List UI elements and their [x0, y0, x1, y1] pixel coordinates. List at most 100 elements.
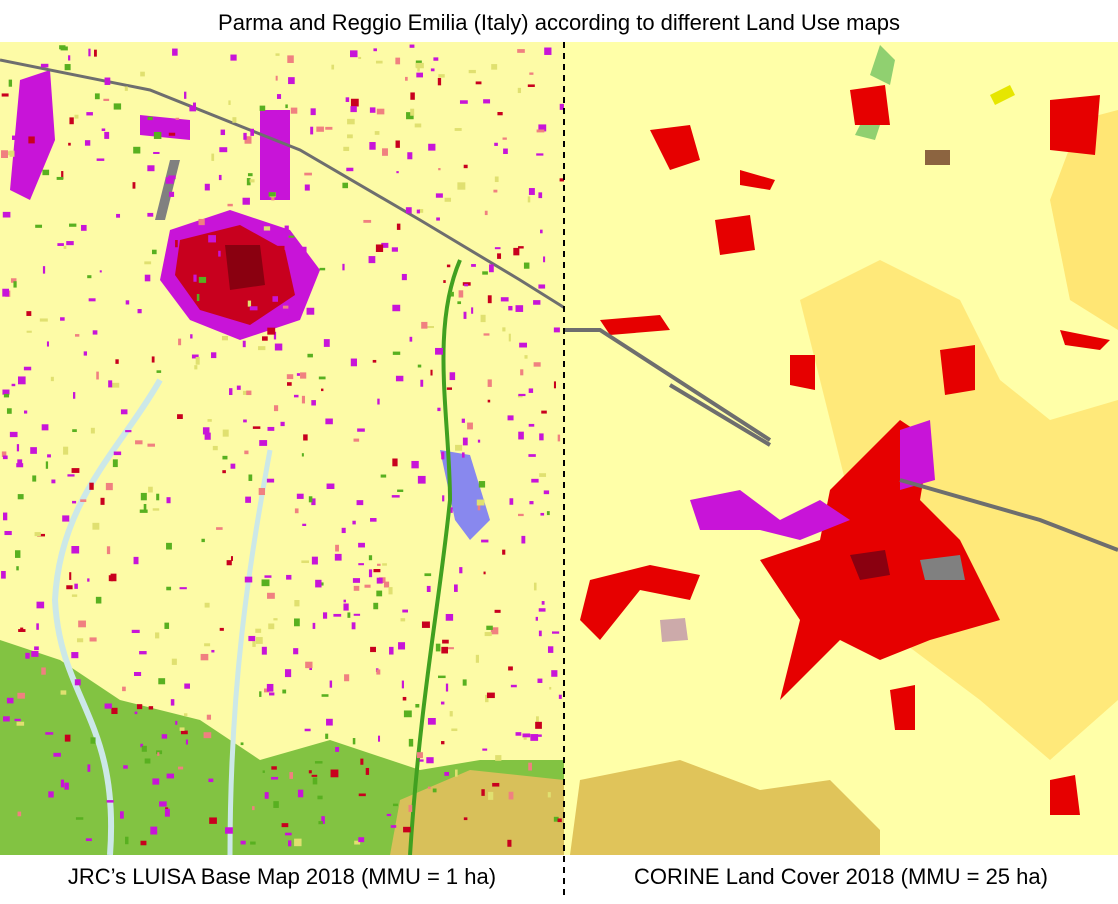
land-patch — [288, 235, 295, 238]
land-patch — [288, 77, 295, 85]
land-patch — [267, 592, 275, 599]
land-patch — [103, 98, 110, 102]
land-patch — [192, 102, 196, 108]
land-patch — [255, 637, 263, 644]
land-patch — [311, 556, 318, 565]
land-patch — [395, 140, 400, 148]
land-patch — [540, 512, 545, 516]
land-patch — [546, 511, 550, 516]
land-patch — [94, 93, 100, 100]
land-patch — [153, 151, 160, 154]
land-patch — [490, 627, 499, 635]
land-patch — [271, 196, 275, 201]
land-patch — [1, 451, 7, 457]
land-patch — [440, 701, 445, 705]
land-patch — [344, 674, 350, 682]
land-patch — [125, 430, 132, 433]
land-patch — [310, 108, 316, 116]
land-patch — [64, 734, 71, 742]
land-patch — [437, 77, 442, 86]
land-patch — [389, 646, 394, 655]
land-patch — [375, 244, 384, 252]
land-patch — [206, 714, 212, 720]
land-patch — [358, 56, 362, 60]
land-patch — [463, 311, 467, 319]
land-patch — [284, 225, 289, 233]
land-patch — [282, 689, 287, 694]
land-patch — [63, 446, 69, 455]
land-patch — [536, 129, 545, 133]
land-patch — [518, 246, 524, 249]
land-patch — [151, 356, 155, 363]
land-patch — [16, 721, 25, 726]
land-patch — [6, 408, 12, 414]
land-patch — [230, 556, 233, 561]
land-patch — [354, 840, 361, 845]
land-patch — [484, 632, 492, 637]
land-patch — [481, 539, 489, 543]
land-patch — [245, 496, 252, 503]
land-patch — [441, 741, 445, 745]
land-patch — [20, 627, 24, 630]
land-patch — [325, 418, 333, 425]
land-patch — [168, 175, 176, 180]
land-patch — [436, 217, 440, 221]
land-patch — [3, 716, 10, 722]
land-patch — [131, 629, 140, 634]
land-patch — [133, 556, 139, 565]
land-patch — [207, 419, 212, 422]
land-patch — [294, 600, 300, 607]
land-patch — [416, 752, 423, 759]
land-patch — [35, 224, 43, 228]
land-patch — [430, 68, 435, 72]
land-patch — [50, 376, 54, 382]
land-patch — [351, 622, 356, 630]
land-patch — [259, 440, 268, 446]
land-patch — [175, 117, 180, 120]
land-patch — [165, 177, 174, 184]
land-patch — [347, 612, 351, 618]
land-patch — [535, 716, 539, 723]
land-patch — [392, 304, 401, 312]
land-patch — [508, 791, 514, 800]
land-patch — [141, 745, 147, 752]
land-patch — [458, 290, 464, 298]
land-patch — [152, 778, 160, 785]
land-patch — [34, 646, 39, 651]
land-patch — [352, 738, 356, 745]
land-patch — [16, 444, 20, 452]
land-patch — [508, 333, 511, 342]
land-patch — [156, 370, 162, 373]
land-patch — [528, 423, 535, 427]
land-patch — [246, 390, 252, 396]
land-patch — [301, 246, 307, 255]
land-patch — [226, 560, 232, 566]
land-patch — [17, 692, 25, 699]
land-patch — [166, 542, 172, 550]
land-patch — [273, 331, 277, 340]
land-patch — [183, 713, 188, 717]
left-caption: JRC’s LUISA Base Map 2018 (MMU = 1 ha) — [68, 864, 496, 889]
land-patch — [523, 262, 530, 269]
land-patch — [396, 223, 401, 230]
water-body — [440, 450, 490, 540]
land-patch — [302, 523, 307, 527]
land-patch — [494, 609, 501, 613]
land-patch — [101, 128, 106, 132]
land-patch — [507, 415, 514, 421]
land-patch — [374, 131, 380, 135]
land-patch — [156, 493, 160, 501]
land-patch — [9, 431, 18, 438]
land-patch — [311, 498, 316, 506]
land-patch — [308, 496, 313, 503]
land-patch — [140, 743, 144, 748]
corine-map — [564, 42, 1118, 855]
land-patch — [230, 463, 236, 469]
land-patch — [513, 247, 520, 256]
land-patch — [246, 178, 251, 186]
land-patch — [538, 284, 546, 289]
land-patch — [360, 758, 364, 765]
land-patch — [116, 213, 121, 218]
land-patch — [391, 247, 398, 252]
land-patch — [178, 338, 182, 346]
